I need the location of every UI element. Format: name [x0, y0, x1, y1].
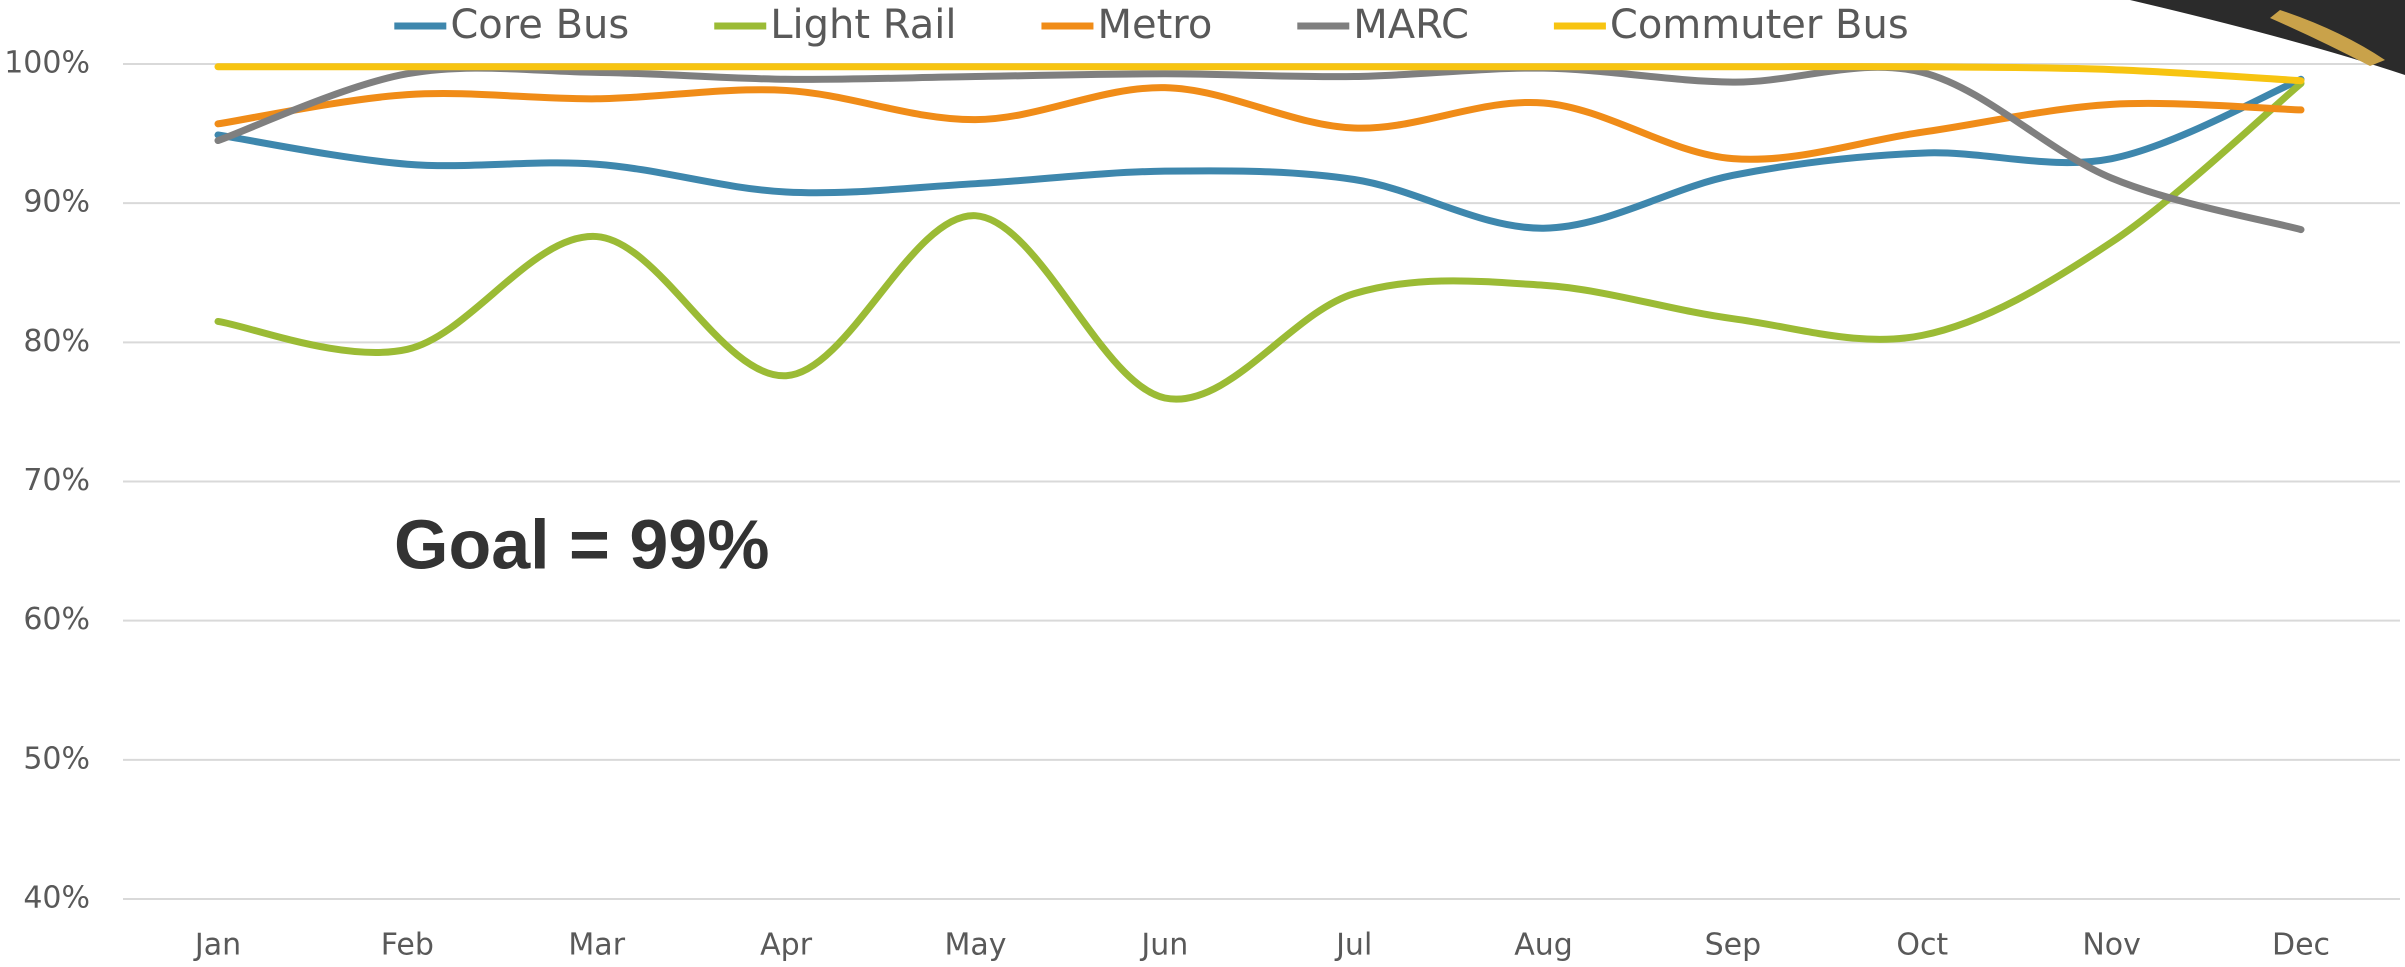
y-tick-label: 90% — [23, 185, 90, 220]
corner-decoration — [2130, 0, 2405, 75]
x-tick-label: Aug — [1514, 928, 1573, 963]
x-tick-label: Jan — [193, 928, 241, 963]
x-tick-label: Nov — [2082, 928, 2141, 963]
x-tick-label: Feb — [381, 928, 434, 963]
x-tick-label: Sep — [1705, 928, 1762, 963]
pen-nib — [2270, 10, 2385, 66]
y-tick-label: 100% — [4, 46, 90, 81]
y-tick-label: 80% — [23, 324, 90, 359]
x-tick-label: Apr — [760, 928, 813, 963]
legend-item: Metro — [1041, 2, 1212, 48]
goal-annotation: Goal = 99% — [394, 505, 769, 583]
plot: 40% 50% 60% 70% 80% 90% 100% Jan Feb Mar Apr May Jun… — [4, 2, 2400, 963]
legend-label: Light Rail — [770, 2, 956, 48]
legend-item: Light Rail — [714, 2, 956, 48]
series-line — [214, 63, 2305, 234]
y-tick-label: 40% — [23, 881, 90, 916]
y-tick-label: 60% — [23, 602, 90, 637]
y-tick-label: 50% — [23, 741, 90, 776]
legend: Core Bus Light Rail Metro MARC Commuter Bus — [394, 2, 1909, 48]
legend-label: Commuter Bus — [1610, 2, 1909, 48]
legend-label: MARC — [1353, 2, 1469, 48]
pen-shape — [2130, 0, 2405, 75]
series-line — [214, 79, 2305, 403]
legend-item: Core Bus — [394, 2, 629, 48]
series-line — [214, 84, 2305, 163]
legend-item: MARC — [1297, 2, 1469, 48]
y-tick-label: 70% — [23, 463, 90, 498]
x-tick-label: Mar — [568, 928, 625, 963]
x-tick-label: Jul — [1334, 928, 1372, 963]
x-tick-label: May — [944, 928, 1006, 963]
series-line — [214, 75, 2305, 232]
x-tick-label: Dec — [2272, 928, 2330, 963]
legend-label: Core Bus — [450, 2, 629, 48]
x-tick-label: Oct — [1896, 928, 1948, 963]
legend-item: Commuter Bus — [1553, 2, 1909, 48]
legend-label: Metro — [1097, 2, 1212, 48]
series-line — [214, 63, 2305, 85]
x-tick-label: Jun — [1139, 928, 1188, 963]
